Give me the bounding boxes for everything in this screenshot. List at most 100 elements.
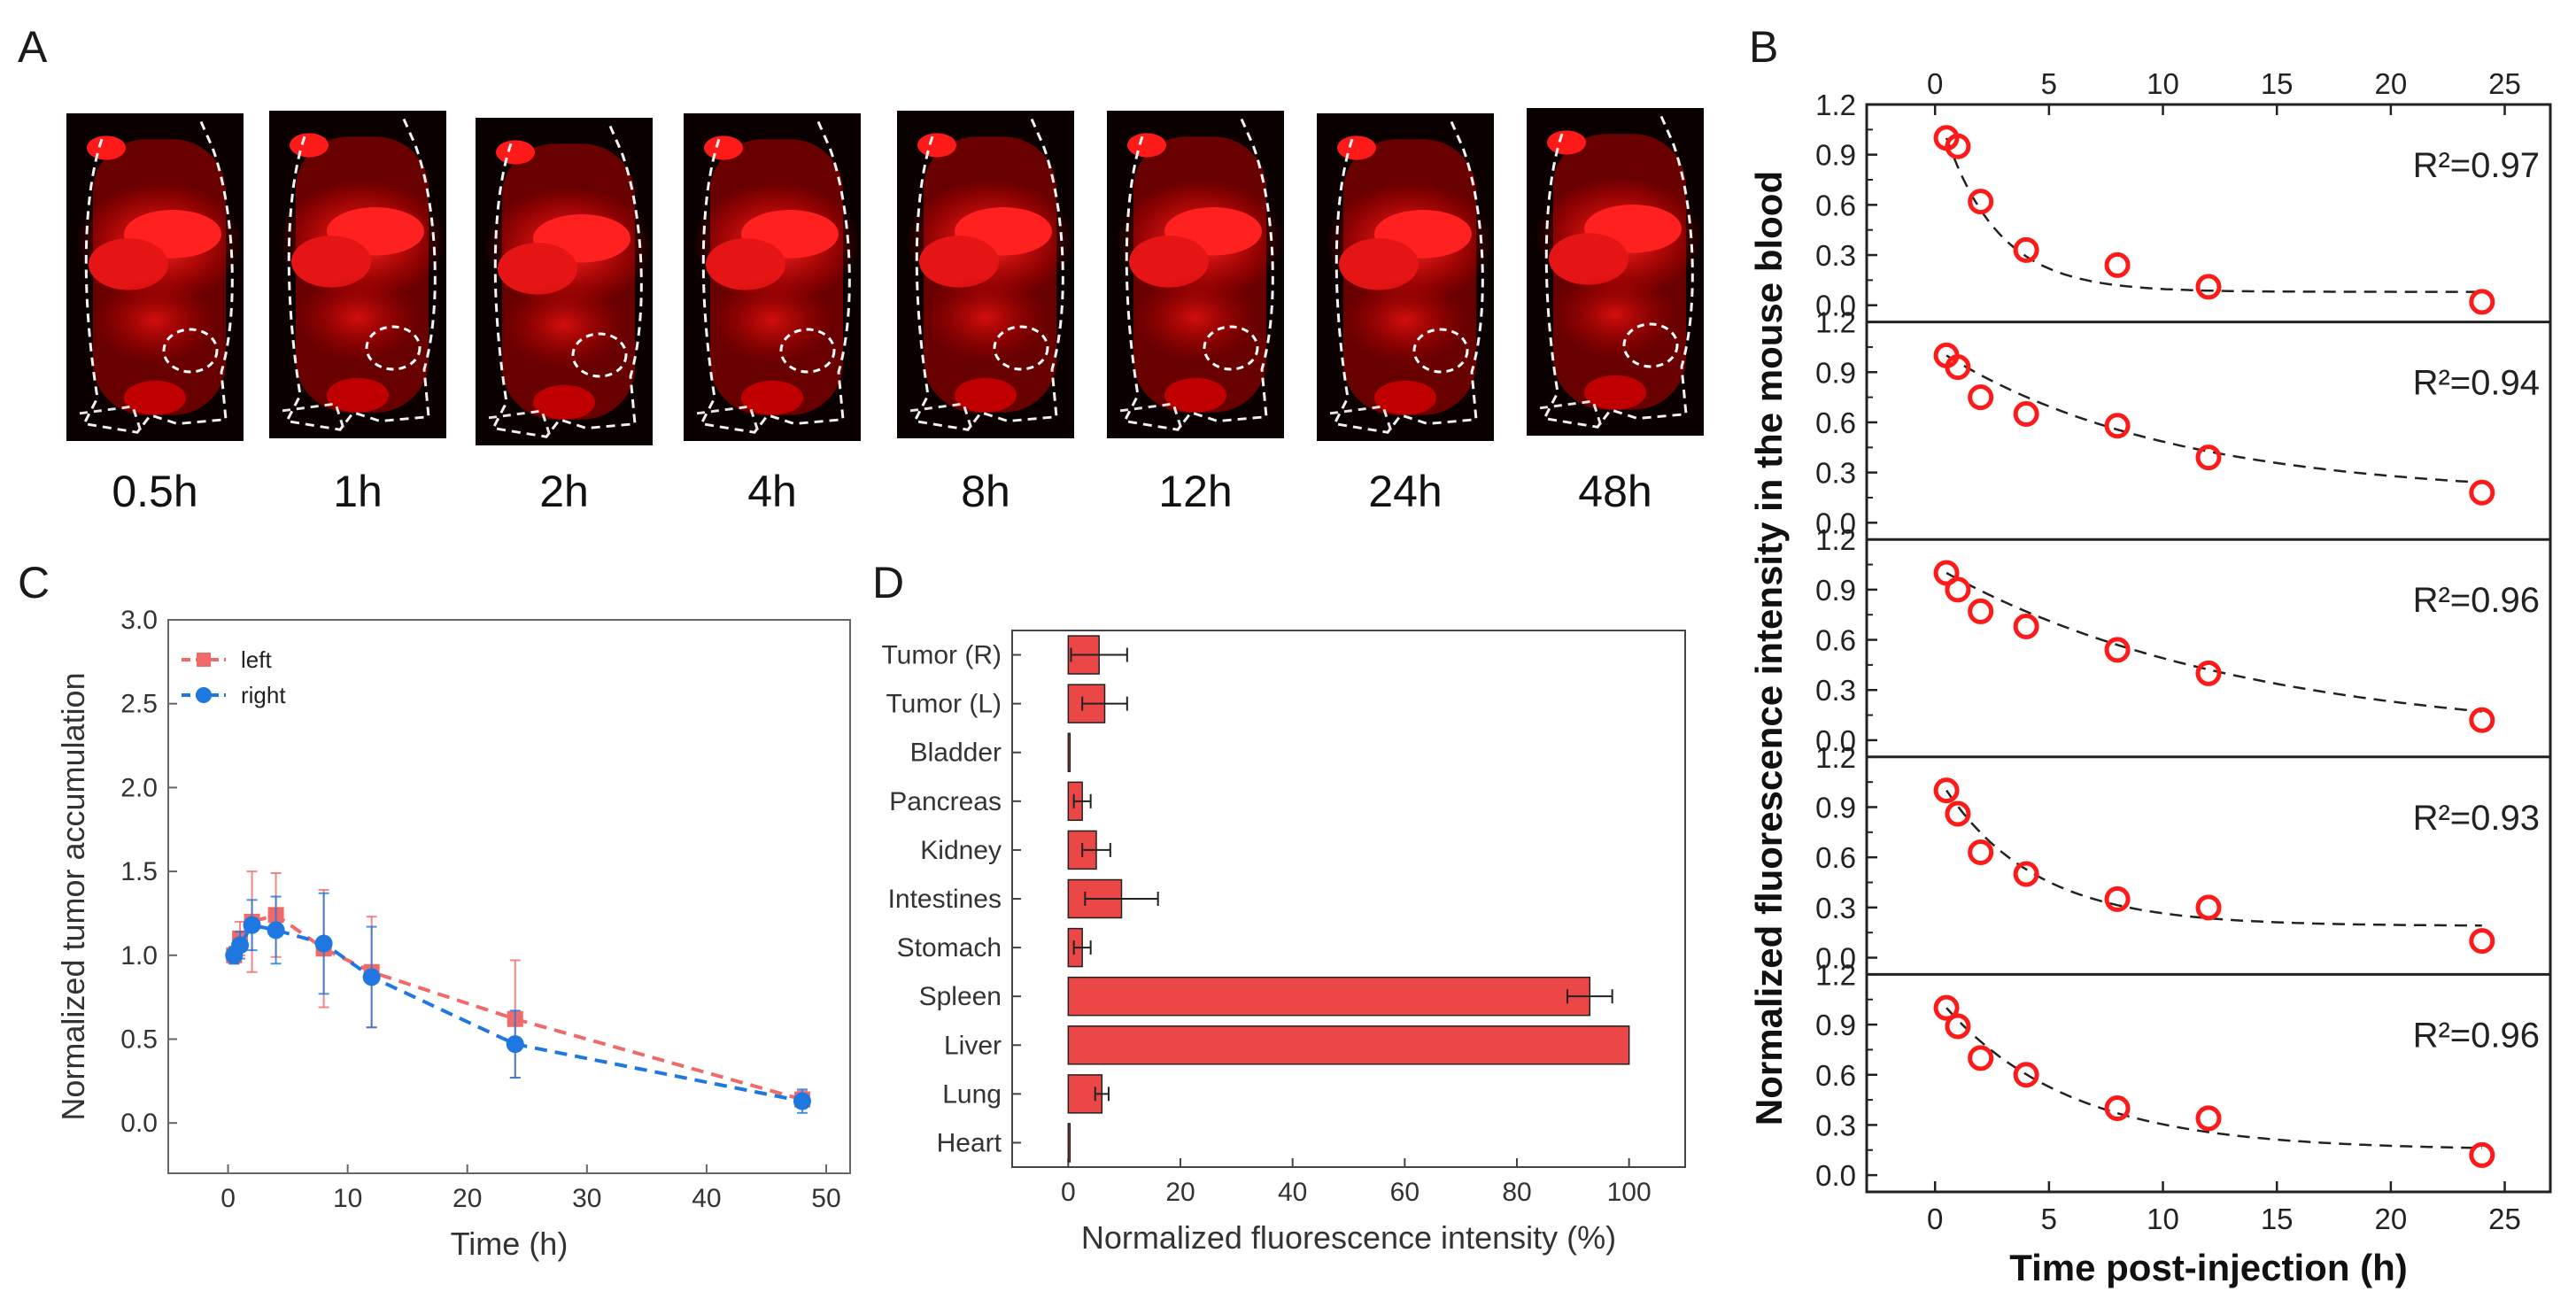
y-tick-label: 0.9 (1815, 356, 1856, 389)
data-point (1968, 598, 1994, 624)
y-tick-label: 1.2 (1815, 958, 1856, 991)
time-label: 2h (539, 467, 589, 516)
fit-curve (1946, 571, 2482, 713)
data-point (2013, 236, 2039, 263)
data-point (2469, 479, 2495, 506)
tumor-circle-marker (365, 325, 422, 371)
time-label: 48h (1578, 467, 1652, 516)
category-label: Bladder (910, 739, 1002, 768)
legend-label: left (241, 646, 272, 673)
x-tick-label: 40 (692, 1184, 721, 1213)
data-point (1945, 576, 1971, 603)
data-point (1933, 994, 1960, 1021)
x-axis-title: Normalized fluorescence intensity (%) (1081, 1219, 1616, 1256)
y-tick-label: 0.9 (1815, 139, 1856, 172)
x-tick-label: 60 (1390, 1178, 1420, 1207)
category-label: Intestines (888, 885, 1002, 914)
y-axis-title: Normalized fluorescence intensity in the… (1748, 171, 1790, 1125)
x-tick-label-top: 5 (2041, 67, 2057, 100)
x-tick-label-top: 25 (2488, 67, 2521, 100)
data-point (2013, 861, 2039, 887)
y-tick-label: 2.5 (120, 690, 158, 719)
y-tick-label: 0.9 (1815, 1009, 1856, 1041)
x-tick-label: 0 (1927, 1203, 1943, 1235)
data-point-right (362, 968, 381, 986)
x-tick-label: 25 (2488, 1203, 2521, 1235)
data-point (1945, 800, 1971, 827)
y-tick-label: 1.2 (1815, 306, 1856, 339)
x-tick-label: 40 (1278, 1178, 1307, 1207)
data-point (1968, 384, 1994, 411)
chart-b: 0 0 5 5 10 10 15 15 20 20 25 25 Time post-injection … (1748, 67, 2552, 1288)
panel-label-c: C (18, 558, 50, 607)
data-point (2469, 707, 2495, 733)
legend-label: right (241, 682, 286, 708)
y-tick-label: 0.9 (1815, 574, 1856, 607)
data-point (1945, 354, 1971, 381)
time-label: 8h (961, 467, 1010, 516)
time-label: 12h (1158, 467, 1232, 516)
y-tick-label: 0.0 (1815, 724, 1856, 757)
data-point (1945, 1013, 1971, 1040)
data-point (2195, 1105, 2222, 1132)
time-label: 4h (747, 467, 797, 516)
y-tick-label: 0.3 (1815, 674, 1856, 707)
x-axis-title: Time (h) (451, 1226, 569, 1262)
data-point (2013, 401, 2039, 428)
data-point (2469, 928, 2495, 955)
r-squared-label: R²=0.93 (2413, 799, 2540, 838)
x-tick-label-top: 15 (2261, 67, 2294, 100)
bar-spleen (1067, 976, 1591, 1017)
data-point (2195, 445, 2222, 471)
tumor-circle-marker (779, 328, 836, 374)
mouse-fluorescence-image (1105, 109, 1286, 440)
data-point (1968, 189, 1994, 215)
x-tick-label: 80 (1502, 1178, 1531, 1207)
y-tick-label: 2.0 (120, 773, 158, 802)
mouse-fluorescence-image (474, 116, 654, 447)
x-tick-label-top: 20 (2375, 67, 2408, 100)
mouse-fluorescence-image (682, 112, 863, 443)
y-tick-label: 1.2 (1815, 741, 1856, 774)
data-point (2104, 886, 2131, 912)
x-tick-label: 100 (1607, 1178, 1652, 1207)
data-point (2104, 1095, 2131, 1122)
fit-curve (1946, 354, 2482, 484)
r-squared-label: R²=0.94 (2413, 364, 2540, 403)
x-tick-label: 20 (2375, 1203, 2408, 1235)
x-tick-label: 50 (811, 1184, 840, 1213)
x-tick-label: 5 (2041, 1203, 2057, 1235)
category-label: Stomach (897, 933, 1002, 963)
x-tick-label: 30 (572, 1184, 601, 1213)
data-point-right (314, 934, 333, 953)
category-label: Spleen (919, 982, 1002, 1011)
y-tick-label: 0.9 (1815, 791, 1856, 824)
bar-liver (1067, 1025, 1630, 1065)
data-point (1933, 560, 1960, 586)
category-label: Tumor (L) (886, 690, 1002, 719)
y-tick-label: 0.3 (1815, 1109, 1856, 1141)
time-label: 24h (1368, 467, 1442, 516)
chart-c: 0 10 20 30 40 50 0.0 0.5 1.0 1.5 2.0 2.5 3.0 Time (h)… (55, 606, 851, 1262)
category-label: Lung (942, 1079, 1002, 1109)
data-point (1933, 777, 1960, 804)
data-point (2195, 660, 2222, 686)
tumor-circle-marker (993, 325, 1049, 371)
panel-a-images: 0.5h 1h 2h 4h 8h 12h 24h 48h (65, 106, 1706, 516)
data-point-right (793, 1092, 811, 1110)
panel-label-b: B (1749, 22, 1778, 72)
y-tick-label: 0.0 (120, 1109, 158, 1138)
x-tick-label: 20 (1165, 1178, 1195, 1207)
y-axis-title: Normalized tumor accumulation (55, 672, 91, 1120)
y-tick-label: 1.5 (120, 857, 158, 886)
tumor-circle-marker (571, 332, 628, 378)
x-tick-label: 0 (220, 1184, 236, 1213)
mouse-fluorescence-image (1525, 106, 1706, 437)
mouse-fluorescence-image (65, 112, 245, 443)
data-point (2013, 613, 2039, 639)
data-point-right (243, 916, 261, 934)
panel-label-d: D (872, 558, 904, 607)
tumor-circle-marker (1412, 328, 1469, 374)
plot-frame (167, 619, 851, 1174)
data-point (2469, 289, 2495, 315)
